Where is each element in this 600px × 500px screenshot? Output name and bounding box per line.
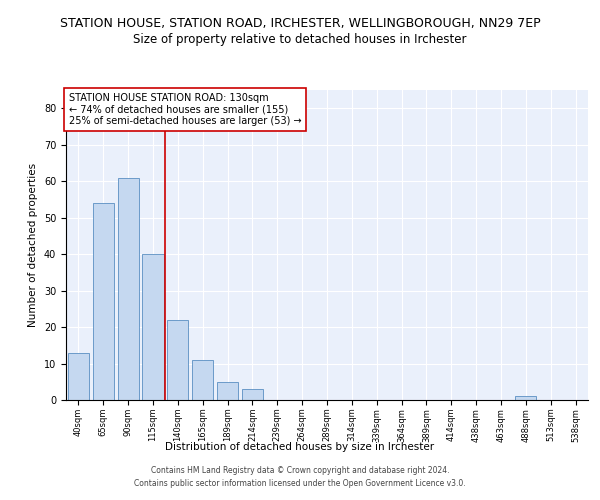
Bar — [217, 382, 238, 400]
Text: STATION HOUSE STATION ROAD: 130sqm
← 74% of detached houses are smaller (155)
25: STATION HOUSE STATION ROAD: 130sqm ← 74%… — [68, 93, 301, 126]
Text: Contains HM Land Registry data © Crown copyright and database right 2024.
Contai: Contains HM Land Registry data © Crown c… — [134, 466, 466, 487]
Bar — [242, 389, 263, 400]
Bar — [93, 203, 114, 400]
Bar — [192, 360, 213, 400]
Bar — [118, 178, 139, 400]
Bar — [142, 254, 164, 400]
Text: Distribution of detached houses by size in Irchester: Distribution of detached houses by size … — [166, 442, 434, 452]
Bar — [68, 352, 89, 400]
Bar — [167, 320, 188, 400]
Y-axis label: Number of detached properties: Number of detached properties — [28, 163, 38, 327]
Bar — [515, 396, 536, 400]
Text: STATION HOUSE, STATION ROAD, IRCHESTER, WELLINGBOROUGH, NN29 7EP: STATION HOUSE, STATION ROAD, IRCHESTER, … — [59, 18, 541, 30]
Text: Size of property relative to detached houses in Irchester: Size of property relative to detached ho… — [133, 32, 467, 46]
